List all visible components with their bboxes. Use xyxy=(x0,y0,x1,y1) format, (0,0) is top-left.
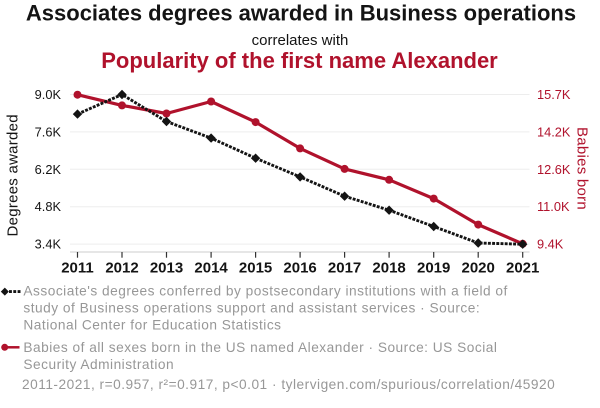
svg-text:correlates with: correlates with xyxy=(252,32,349,49)
svg-text:2015: 2015 xyxy=(239,260,272,277)
svg-text:14.2K: 14.2K xyxy=(537,124,571,139)
svg-text:9.4K: 9.4K xyxy=(537,237,564,252)
svg-text:Popularity of the first name A: Popularity of the first name Alexander xyxy=(101,48,498,73)
svg-text:National Center for Education: National Center for Education Statistics xyxy=(23,317,281,332)
svg-text:Degrees awarded: Degrees awarded xyxy=(4,114,21,236)
svg-text:9.0K: 9.0K xyxy=(35,87,62,102)
svg-text:3.4K: 3.4K xyxy=(35,237,62,252)
svg-text:2016: 2016 xyxy=(283,260,316,277)
svg-text:7.6K: 7.6K xyxy=(35,124,62,139)
svg-text:2013: 2013 xyxy=(150,260,183,277)
svg-text:study of Business operations s: study of Business operations support and… xyxy=(23,301,480,316)
svg-text:2014: 2014 xyxy=(194,260,228,277)
svg-text:11.0K: 11.0K xyxy=(537,199,570,214)
svg-text:2012: 2012 xyxy=(105,260,138,277)
svg-text:Associate's degrees conferred: Associate's degrees conferred by postsec… xyxy=(23,284,507,299)
svg-text:Associates degrees awarded in: Associates degrees awarded in Business o… xyxy=(26,1,576,26)
svg-text:2018: 2018 xyxy=(372,260,405,277)
svg-text:2021: 2021 xyxy=(506,260,539,277)
svg-text:2020: 2020 xyxy=(462,260,495,277)
svg-text:2011: 2011 xyxy=(61,260,94,277)
svg-text:15.7K: 15.7K xyxy=(537,87,571,102)
svg-text:Babies of all sexes born in th: Babies of all sexes born in the US named… xyxy=(23,340,497,355)
svg-text:6.2K: 6.2K xyxy=(35,162,62,177)
svg-text:2019: 2019 xyxy=(417,260,450,277)
svg-text:2011-2021, r=0.957, r²=0.917,: 2011-2021, r=0.957, r²=0.917, p<0.01 · t… xyxy=(22,377,555,392)
svg-text:12.6K: 12.6K xyxy=(537,162,571,177)
svg-text:Babies born: Babies born xyxy=(573,127,590,210)
svg-text:4.8K: 4.8K xyxy=(35,199,62,214)
svg-text:2017: 2017 xyxy=(328,260,361,277)
svg-text:Security Administration: Security Administration xyxy=(23,357,174,372)
